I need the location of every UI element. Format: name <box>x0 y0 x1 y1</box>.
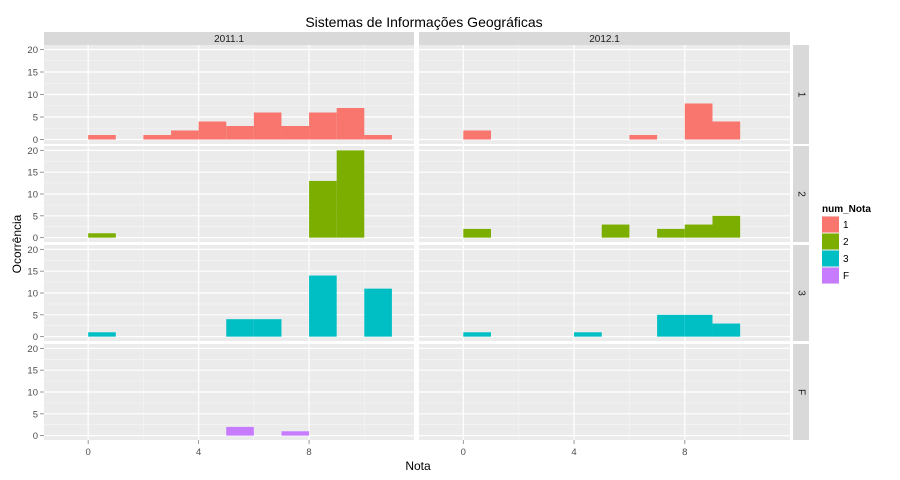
legend-swatch <box>822 267 839 284</box>
y-tick-label: 20 <box>27 344 38 355</box>
histogram-bar <box>336 108 365 140</box>
y-tick-label: 15 <box>27 68 38 79</box>
y-tick-label: 15 <box>27 267 38 278</box>
facet-panels <box>44 45 790 440</box>
y-tick-label: 10 <box>27 289 38 300</box>
y-tick-label: 10 <box>27 388 38 399</box>
histogram-bar <box>309 275 337 337</box>
chart-title: Sistemas de Informações Geográficas <box>305 14 542 30</box>
column-strip <box>44 32 414 45</box>
legend-label: 2 <box>843 237 849 248</box>
histogram-bar <box>684 224 713 238</box>
column-strip-label: 2011.1 <box>214 34 244 45</box>
y-tick-label: 15 <box>27 168 38 179</box>
histogram-bar <box>463 228 491 238</box>
legend-label: 1 <box>843 220 849 231</box>
y-tick-label: 10 <box>27 90 38 101</box>
y-tick-label: 5 <box>33 409 38 420</box>
y-tick-label: 5 <box>33 310 38 321</box>
histogram-bar <box>281 431 310 436</box>
histogram-bar <box>712 215 741 238</box>
legend-label: F <box>843 271 849 282</box>
histogram-bar <box>309 180 337 238</box>
histogram-bar <box>364 135 392 140</box>
legend-label: 3 <box>843 254 849 265</box>
column-strip-label: 2012.1 <box>589 34 620 45</box>
histogram-bar <box>684 314 713 337</box>
legend-swatch <box>822 233 839 250</box>
facet-panel <box>44 344 414 440</box>
histogram-bar <box>88 135 116 140</box>
y-tick-label: 15 <box>27 366 38 377</box>
row-strip-label: 2 <box>796 191 807 197</box>
row-strip-label: F <box>796 389 807 395</box>
histogram-bar <box>171 130 199 140</box>
row-strip <box>793 245 809 341</box>
y-axis-title: Ocorrência <box>10 214 24 273</box>
histogram-bar <box>712 323 741 337</box>
legend-title: num_Nota <box>822 204 871 215</box>
y-tick-label: 0 <box>33 233 38 244</box>
histogram-bar <box>364 288 392 337</box>
histogram-bar <box>88 233 116 238</box>
histogram-bar <box>226 126 254 140</box>
histogram-bar <box>143 135 172 140</box>
row-strip-label: 1 <box>796 92 807 98</box>
legend-swatch <box>822 250 839 267</box>
facet-strips: 2011.1 2012.1 1 2 3 F <box>44 32 809 440</box>
y-tick-label: 20 <box>27 45 38 56</box>
histogram-bar <box>336 150 365 238</box>
histogram-bar <box>463 130 491 140</box>
x-tick-label: 0 <box>86 447 91 458</box>
legend-swatch <box>822 216 839 233</box>
y-tick-label: 0 <box>33 431 38 442</box>
facet-panel <box>419 344 790 440</box>
y-tick-label: 5 <box>33 211 38 222</box>
row-strip <box>793 344 809 440</box>
x-axes: 0 4 8 0 4 8 <box>86 440 687 458</box>
row-strip <box>793 45 809 144</box>
x-tick-label: 4 <box>571 447 576 458</box>
row-strip-label: 3 <box>796 290 807 296</box>
histogram-bar <box>712 121 741 140</box>
histogram-bar <box>88 332 116 337</box>
histogram-bar <box>253 319 282 337</box>
y-tick-label: 5 <box>33 113 38 124</box>
column-strip <box>419 32 790 45</box>
x-tick-label: 8 <box>306 447 311 458</box>
histogram-bar <box>309 112 337 140</box>
legend: num_Nota 1 2 3 F <box>822 204 871 284</box>
x-tick-label: 4 <box>196 447 201 458</box>
histogram-bar <box>198 121 227 140</box>
row-strip <box>793 146 809 242</box>
histogram-bar <box>226 319 254 337</box>
x-axis-title: Nota <box>405 459 431 473</box>
histogram-bar <box>684 103 713 140</box>
x-tick-label: 0 <box>461 447 466 458</box>
histogram-bar <box>226 426 254 436</box>
y-tick-label: 0 <box>33 332 38 343</box>
y-tick-label: 0 <box>33 135 38 146</box>
y-tick-label: 20 <box>27 146 38 157</box>
x-tick-label: 8 <box>682 447 687 458</box>
histogram-bar <box>281 126 310 140</box>
histogram-bar <box>463 332 491 337</box>
histogram-bar <box>574 332 602 337</box>
histogram-bar <box>657 228 685 238</box>
y-tick-label: 20 <box>27 245 38 256</box>
histogram-bar <box>601 224 630 238</box>
histogram-bar <box>657 314 685 337</box>
y-tick-label: 10 <box>27 190 38 201</box>
histogram-bar <box>629 135 658 140</box>
histogram-bar <box>253 112 282 140</box>
